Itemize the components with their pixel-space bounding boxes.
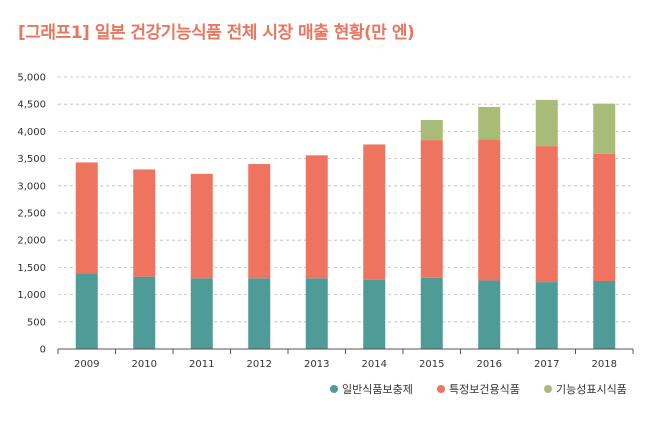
bar-segment: [478, 280, 501, 349]
chart-title: [그래프1] 일본 건강기능식품 전체 시장 매출 현황(만 엔): [18, 23, 415, 43]
y-tick-label: 0: [40, 345, 46, 356]
y-tick-label: 4,500: [17, 100, 46, 111]
y-tick-label: 500: [27, 317, 46, 328]
x-tick-label: 2011: [189, 359, 214, 370]
x-tick-label: 2017: [534, 359, 559, 370]
y-axis-ticks: 0 500 1,000 1,500 2,000 2,500 3,000 3,500 4,000 4…: [17, 73, 46, 356]
bar-segment: [535, 99, 558, 147]
bar-segment: [420, 140, 443, 278]
y-tick-label: 1,500: [17, 263, 46, 274]
legend-label: 기능성표시식품: [556, 383, 627, 396]
bar-segment: [535, 146, 558, 283]
bar-segment: [305, 155, 328, 279]
bars: [75, 99, 616, 349]
bar-segment: [593, 103, 616, 154]
bar-segment: [420, 119, 443, 141]
bar-segment: [133, 276, 156, 349]
x-tick-label: 2010: [132, 359, 157, 370]
bar-segment: [478, 106, 501, 140]
y-tick-label: 5,000: [17, 73, 46, 84]
x-tick-label: 2012: [247, 359, 272, 370]
legend-label: 일반식품보충제: [342, 382, 413, 396]
legend-marker: [330, 385, 338, 393]
y-tick-label: 4,000: [17, 127, 46, 138]
x-tick-label: 2009: [74, 359, 99, 370]
y-tick-label: 2,500: [17, 209, 46, 220]
bar-segment: [478, 139, 501, 281]
legend: 일반식품보충제 특정보건용식품 기능성표시식품: [330, 382, 627, 396]
x-axis: [57, 348, 634, 354]
bar-segment: [363, 144, 386, 280]
bar-segment: [420, 277, 443, 349]
bar-segment: [305, 278, 328, 349]
legend-marker: [437, 385, 445, 393]
x-tick-label: 2015: [419, 359, 444, 370]
y-tick-label: 2,000: [17, 236, 46, 247]
legend-marker: [544, 385, 552, 393]
bar-segment: [75, 162, 98, 274]
y-tick-label: 3,500: [17, 154, 46, 165]
x-tick-label: 2013: [304, 359, 329, 370]
bar-segment: [248, 278, 271, 349]
y-tick-label: 1,000: [17, 290, 46, 301]
bar-segment: [593, 281, 616, 349]
bar-segment: [535, 282, 558, 349]
bar-segment: [363, 279, 386, 349]
x-axis-ticks: 2009 2010 2011 2012 2013 2014 2015 2016 2017 2018: [74, 359, 617, 370]
bar-segment: [75, 273, 98, 349]
x-tick-label: 2016: [477, 359, 502, 370]
bar-segment: [593, 153, 616, 281]
y-tick-label: 3,000: [17, 181, 46, 192]
legend-label: 특정보건용식품: [449, 383, 520, 396]
bar-segment: [133, 169, 156, 277]
x-tick-label: 2018: [592, 359, 617, 370]
bar-segment: [190, 278, 213, 349]
bar-segment: [190, 173, 213, 279]
bar-segment: [248, 164, 271, 279]
x-tick-label: 2014: [362, 359, 387, 370]
